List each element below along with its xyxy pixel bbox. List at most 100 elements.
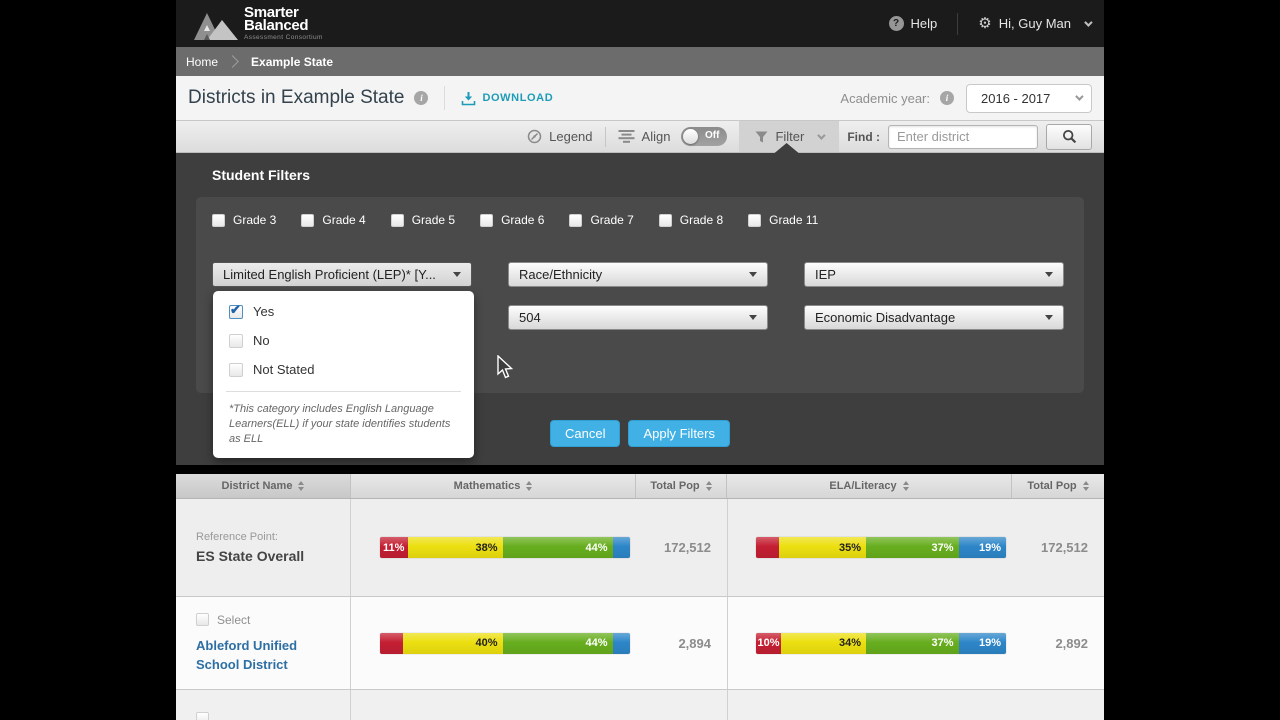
grade-checkbox[interactable]: Grade 7 (569, 213, 634, 227)
column-header-sort[interactable]: Total Pop (636, 474, 727, 498)
align-toggle[interactable]: Off (681, 127, 728, 146)
search-icon (1062, 129, 1076, 144)
breadcrumb-home[interactable]: Home (186, 54, 219, 69)
checkbox-icon (390, 213, 404, 227)
bar-segment-green: 44% (502, 537, 613, 558)
column-header-label: Mathematics (453, 480, 521, 492)
filter-label: Filter (775, 129, 805, 144)
bar-segment-blue: 19% (958, 632, 1006, 654)
lep-dropdown-popup: ✔ Yes No Not Stated *This category includes… (213, 291, 474, 458)
academic-year-select[interactable]: 2016 - 2017 (966, 83, 1092, 113)
logo-triangles-icon (194, 13, 238, 40)
top-bar: Smarter Balanced Assessment Consortium ?… (176, 0, 1104, 47)
find-label: Find : (847, 129, 880, 144)
logo-word-2: Balanced (244, 17, 309, 34)
checkbox-icon (301, 213, 315, 227)
ela-bar: 10% 34% 37% 19% (756, 632, 1006, 654)
user-menu-button[interactable]: ⚙ Hi, Guy Man (978, 16, 1093, 31)
mouse-cursor (497, 355, 514, 379)
popup-divider (226, 391, 461, 392)
district-name-link[interactable]: Ableford Unified School District (196, 637, 298, 672)
column-header-sort[interactable]: Mathematics (351, 474, 636, 498)
align-toggle-state: Off (705, 130, 720, 141)
column-header-sort[interactable]: ELA/Literacy (727, 474, 1012, 498)
lep-option[interactable]: ✔ Yes (229, 301, 458, 319)
legend-button[interactable]: Legend (515, 121, 604, 152)
math-bar: 11% 38% 44% (380, 537, 630, 558)
bar-segment-red (380, 632, 403, 654)
sort-arrows-icon (298, 481, 305, 491)
grade-checkbox[interactable]: Grade 4 (301, 213, 366, 227)
ela-total (1012, 690, 1104, 720)
help-button[interactable]: ? Help (888, 16, 937, 31)
grade-checkbox[interactable]: Grade 3 (212, 213, 276, 227)
bar-segment-green: 37% (866, 632, 959, 654)
ela-bar: 35% 37% 19% (756, 537, 1006, 558)
checkbox-icon (569, 213, 583, 227)
district-cell: Reference Point: ES State Overall (176, 499, 351, 596)
column-header-sort[interactable]: Total Pop (1012, 474, 1104, 498)
chevron-down-icon (817, 130, 827, 140)
grade-label: Grade 6 (501, 213, 545, 227)
checkbox-icon (658, 213, 672, 227)
ela-cell (727, 690, 1012, 720)
checkbox-icon (480, 213, 494, 227)
bar-segment-red: 11% (380, 537, 408, 558)
table-row (176, 690, 1104, 720)
page-title: Districts in Example State (188, 87, 405, 108)
title-info-icon[interactable]: i (414, 91, 429, 105)
lep-option-label: No (253, 333, 270, 348)
math-cell: 40% 44% (351, 597, 636, 689)
align-control: Align Off (606, 121, 740, 152)
cancel-button[interactable]: Cancel (550, 420, 621, 447)
apply-filters-button[interactable]: Apply Filters (628, 420, 730, 447)
iep-dropdown[interactable]: IEP (804, 262, 1064, 287)
academic-year-info-icon[interactable]: i (940, 91, 954, 105)
bar-segment-yellow: 34% (781, 632, 866, 654)
grade-checkbox[interactable]: Grade 5 (390, 213, 455, 227)
math-total-pop: 2,894 (678, 635, 711, 651)
filter-panel-caret (774, 143, 799, 153)
ela-total-pop: 172,512 (1041, 540, 1088, 555)
grade-checkbox[interactable]: Grade 11 (748, 213, 818, 227)
student-filters-title: Student Filters (212, 167, 311, 183)
smarter-balanced-logo: Smarter Balanced Assessment Consortium (194, 5, 323, 41)
dropdown-arrow-icon (1045, 315, 1053, 320)
panel-table-gap (176, 465, 1104, 474)
download-button[interactable]: DOWNLOAD (461, 91, 553, 106)
checkbox-icon[interactable] (196, 712, 209, 720)
download-icon (462, 91, 476, 105)
column-header-sort[interactable]: District Name (176, 474, 351, 498)
bar-segment-yellow: 40% (402, 632, 503, 654)
math-total-pop: 172,512 (664, 540, 711, 555)
header-divider (444, 86, 446, 110)
breadcrumb-current: Example State (251, 54, 334, 69)
academic-year-label: Academic year: (840, 90, 930, 106)
find-district-input[interactable] (888, 124, 1038, 149)
lep-dropdown[interactable]: Limited English Proficient (LEP)* [Y... (212, 262, 472, 287)
bar-segment-blue (612, 632, 630, 654)
race-ethnicity-dropdown[interactable]: Race/Ethnicity (508, 262, 768, 287)
page-header: Districts in Example State i DOWNLOAD Ac… (176, 76, 1104, 120)
lep-footnote: *This category includes English Language… (229, 403, 451, 445)
grade-checkbox[interactable]: Grade 6 (480, 213, 544, 227)
ela-cell: 10% 34% 37% 19% (727, 597, 1012, 689)
plan-504-dropdown[interactable]: 504 (508, 305, 768, 330)
bar-segment-blue (612, 537, 630, 558)
chevron-down-icon (1075, 92, 1084, 101)
checkbox-icon (196, 613, 209, 626)
filter-button[interactable]: Filter (739, 121, 840, 153)
dropdown-arrow-icon (453, 272, 461, 277)
grade-checkbox[interactable]: Grade 8 (658, 213, 723, 227)
lep-option[interactable]: No (229, 333, 458, 348)
checkmark-icon: ✔ (230, 301, 241, 317)
user-greeting: Hi, Guy Man (998, 16, 1071, 31)
economic-disadvantage-dropdown[interactable]: Economic Disadvantage (804, 305, 1064, 330)
select-checkbox[interactable]: Select (196, 613, 250, 627)
bar-segment-yellow: 35% (778, 537, 866, 558)
search-button[interactable] (1046, 123, 1092, 150)
select-label: Select (217, 612, 251, 627)
lep-option[interactable]: Not Stated (229, 362, 458, 377)
dropdown-arrow-icon (1045, 272, 1053, 277)
math-total (636, 690, 727, 720)
